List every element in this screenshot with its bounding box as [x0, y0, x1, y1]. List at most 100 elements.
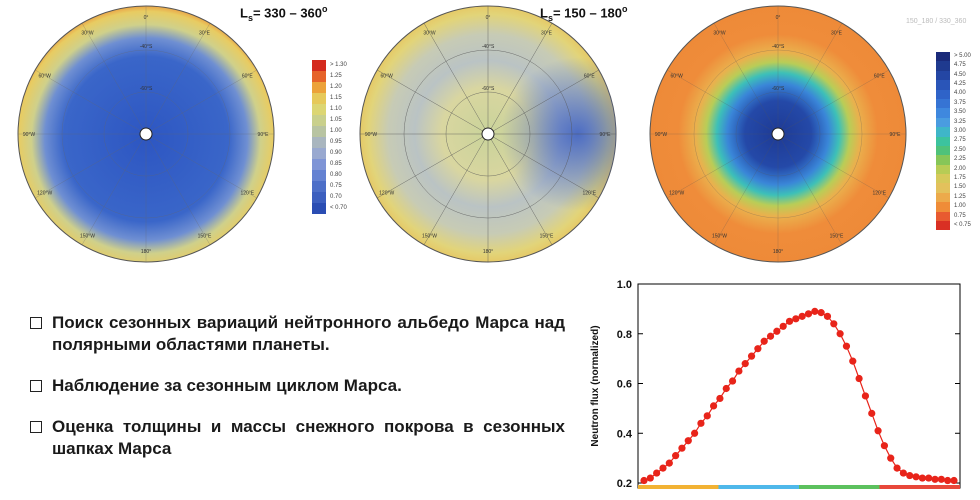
color-scale-segment: [312, 203, 326, 214]
data-point: [925, 474, 933, 482]
color-scale-segment: [312, 60, 326, 71]
data-point: [672, 452, 680, 460]
color-scale-segment: [936, 98, 950, 109]
meridian-label: 180°: [141, 249, 151, 255]
checkbox-icon: [30, 421, 42, 433]
color-scale-segment: [312, 82, 326, 93]
color-scale-tick: 2.50: [954, 146, 966, 153]
season-band: [799, 485, 880, 489]
bullet-item: Поиск сезонных вариаций нейтронного альб…: [30, 312, 565, 356]
color-scale-tick: 4.00: [954, 90, 966, 97]
color-scale-tick: 1.15: [330, 94, 342, 101]
color-scale-segment: [936, 192, 950, 203]
y-tick-label: 0.6: [617, 379, 632, 391]
plot-frame: [637, 283, 961, 489]
color-scale-tick: < 0.75: [954, 221, 971, 228]
meridian-label: 90°E: [258, 132, 270, 138]
color-scale-tick: 3.25: [954, 118, 966, 125]
polar-map-winter: 0° 30°E 60°E 90°E 120°E 150°E 180° 150°W 120°W 90…: [358, 4, 618, 264]
data-point: [792, 315, 800, 323]
color-scale-segment: [936, 117, 950, 128]
data-point: [906, 471, 914, 480]
polar-map-3-svg: 0° 30°E 60°E 90°E 120°E 150°E 180° 150°W 120°W 90…: [649, 5, 907, 263]
meridian-label: 150°W: [422, 233, 437, 239]
color-scale-tick: 0.75: [954, 212, 966, 219]
flux-line: [643, 310, 954, 482]
color-scale-segment: [936, 136, 950, 146]
color-scale-tick: 1.25: [330, 72, 342, 79]
checkbox-icon: [30, 380, 42, 392]
data-point: [716, 394, 724, 403]
data-point: [728, 377, 737, 385]
meridian-label: 150°W: [712, 233, 727, 239]
data-point: [779, 322, 787, 330]
data-point: [804, 310, 813, 318]
data-point: [703, 412, 711, 420]
data-point: [893, 464, 901, 472]
data-point: [842, 342, 851, 350]
meridian-label: 120°W: [669, 191, 684, 197]
color-scale-tick: 3.50: [954, 109, 966, 116]
color-scale-tick: < 0.70: [330, 204, 347, 211]
data-point: [912, 473, 920, 481]
data-point: [646, 474, 654, 482]
meridian-label: 120°W: [379, 191, 394, 197]
data-point: [735, 367, 743, 375]
polar-map-1-svg: 0° 30°E 60°E 90°E 120°E 150°E 180° 150°W 120°W 90…: [17, 5, 275, 263]
color-scale-bar: [312, 60, 326, 214]
season-band: [879, 485, 960, 489]
color-scale-segment: [936, 145, 950, 156]
data-point: [665, 459, 673, 467]
polar-map-summer: 0° 30°E 60°E 90°E 120°E 150°E 180° 150°W 120°W 90…: [16, 4, 276, 264]
color-scale-tick: 3.75: [954, 99, 966, 106]
neutron-flux-chart: 1.0 0.8 0.6 0.4 0.2 Neutron flux (normalized): [582, 272, 980, 500]
meridian-label: 30°W: [423, 31, 436, 37]
meridian-label: 180°: [483, 249, 493, 255]
color-scale-segment: [936, 164, 950, 175]
color-scale-tick: 1.10: [330, 105, 342, 112]
color-scale-segment: [936, 221, 950, 231]
latitude-label: -60°S: [140, 86, 153, 92]
color-scale-tick: 1.20: [330, 83, 342, 90]
latitude-label: -40°S: [772, 44, 785, 50]
color-scale-tick: 3.00: [954, 127, 966, 134]
color-scale-segment: [312, 170, 326, 181]
color-scale-segment: [312, 115, 326, 126]
meridian-label: 150°E: [830, 233, 844, 239]
data-point: [709, 402, 718, 410]
data-point: [849, 357, 857, 365]
data-point: [836, 330, 844, 338]
color-scale-segment: [312, 181, 326, 192]
color-scale-tick: 0.80: [330, 171, 342, 178]
meridian-label: 60°W: [671, 74, 684, 80]
color-scale-tick: 4.25: [954, 80, 966, 87]
season-band: [638, 485, 719, 489]
data-point: [766, 332, 775, 340]
data-point: [811, 307, 819, 315]
color-scale-tick: 0.90: [330, 149, 342, 156]
meridian-label: 60°E: [242, 74, 254, 80]
data-point: [899, 469, 907, 477]
bullet-item: Наблюдение за сезонным циклом Марса.: [30, 375, 565, 397]
data-point: [830, 320, 838, 328]
color-scale-segment: [936, 108, 950, 118]
color-scale-segment: [936, 211, 950, 222]
data-point: [747, 352, 756, 360]
meridian-label: 60°W: [381, 74, 394, 80]
meridian-label: 90°W: [655, 132, 668, 138]
data-point: [773, 327, 781, 335]
color-scale-bar: [936, 52, 950, 231]
color-scale-segment: [312, 71, 326, 82]
meridian-label: 30°W: [81, 31, 94, 37]
color-scale-tick: 1.25: [954, 193, 966, 200]
meridian-label: 30°E: [199, 31, 211, 37]
y-tick-label: 0.8: [617, 329, 632, 341]
data-point: [653, 469, 661, 477]
meridian-label: 0°: [486, 15, 491, 21]
data-point: [741, 360, 749, 368]
data-point: [855, 374, 863, 383]
data-point: [937, 475, 945, 483]
color-scale-segment: [936, 61, 950, 71]
data-point: [950, 476, 958, 485]
data-point: [868, 409, 876, 417]
